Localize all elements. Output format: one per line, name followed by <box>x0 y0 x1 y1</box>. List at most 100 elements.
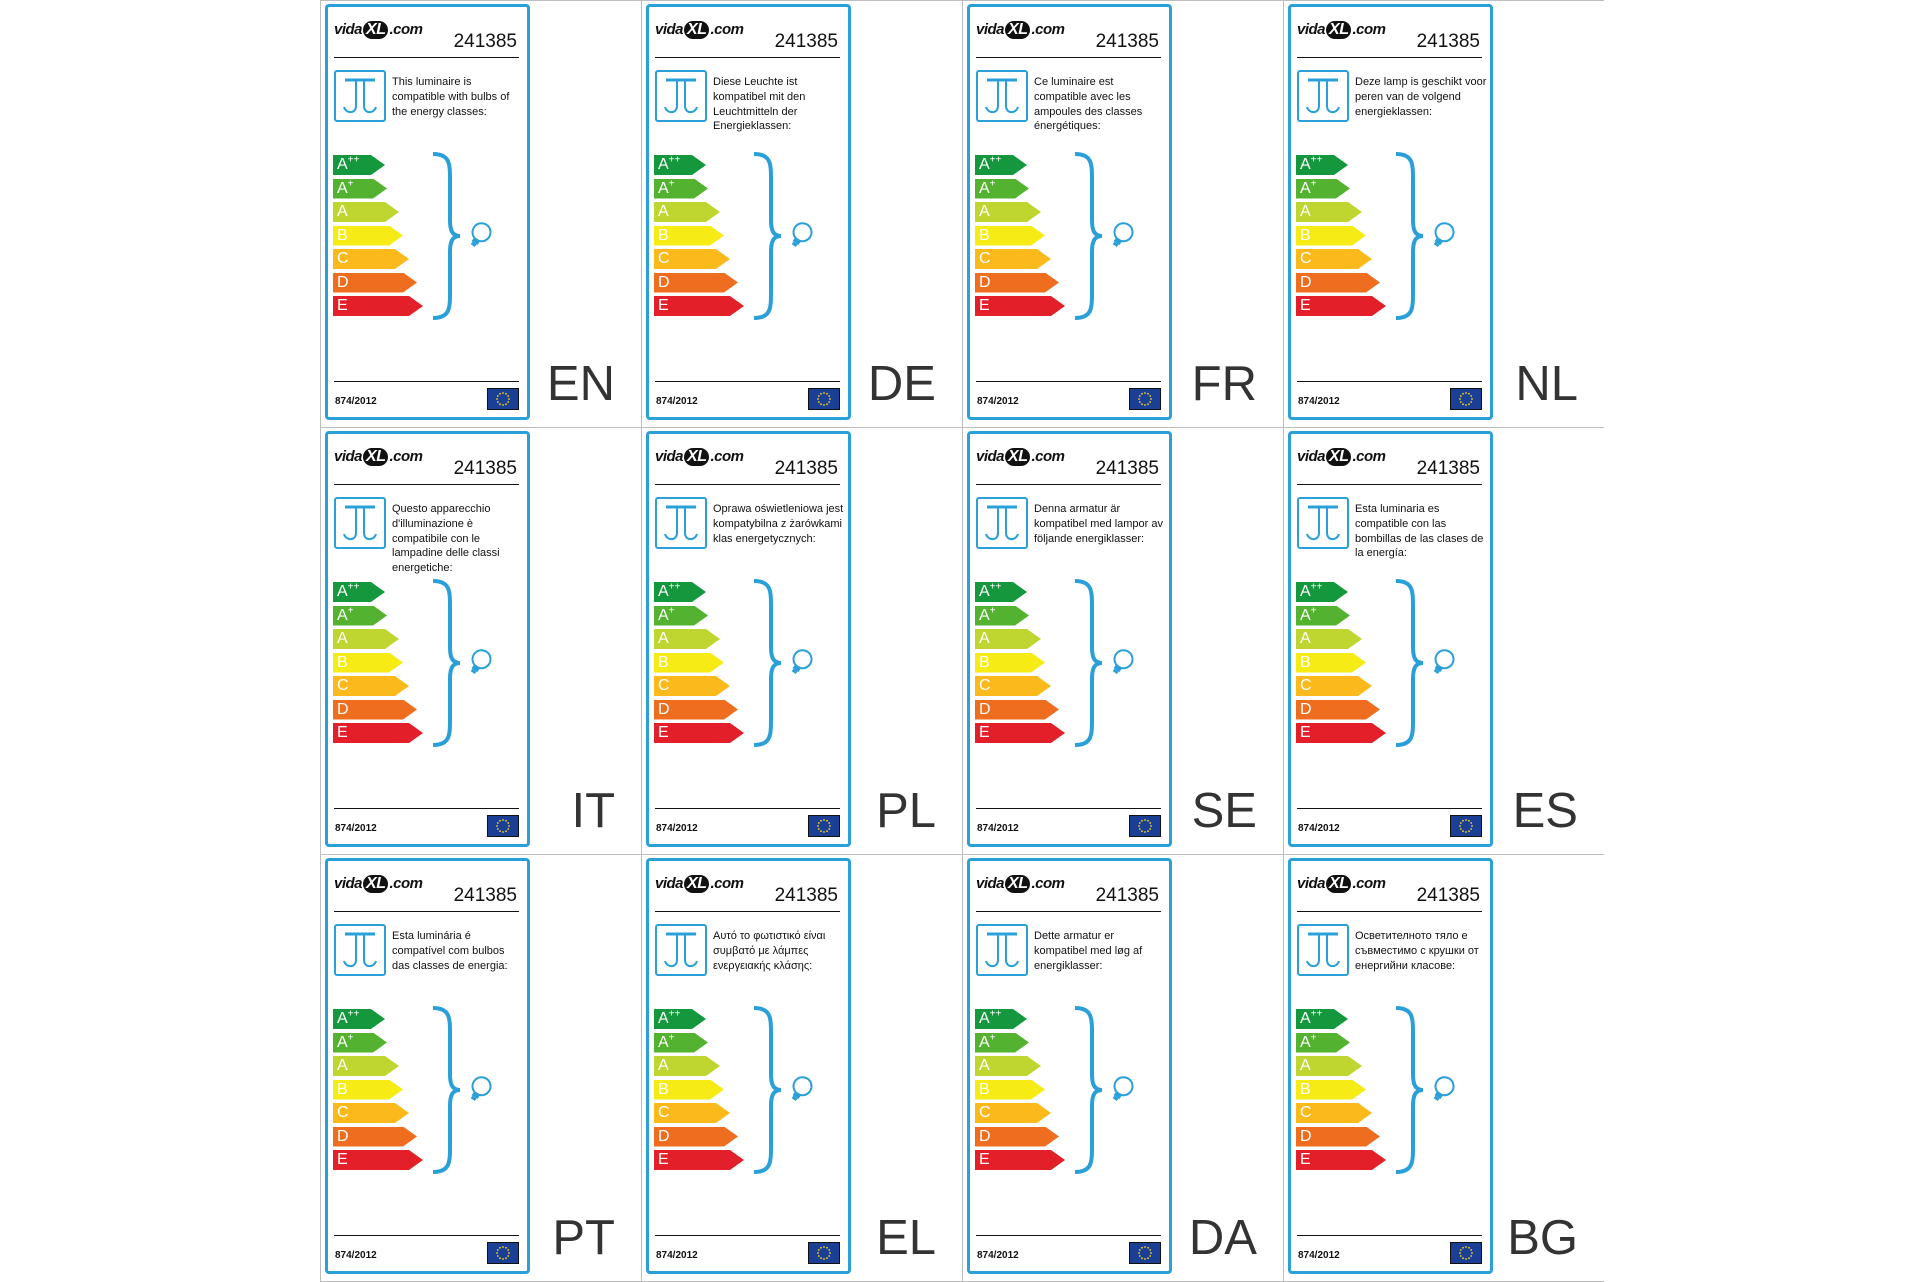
brand-logo: vida XL .com <box>1297 448 1386 466</box>
label-cell-en: vida XL .com 241385 This luminaire is compat… <box>321 1 641 427</box>
compatibility-text: Diese Leuchte ist kompatibel mit den Leu… <box>713 76 806 133</box>
eu-flag-icon <box>1450 1242 1482 1264</box>
energy-class-letter: A <box>658 1010 669 1027</box>
divider <box>655 911 840 912</box>
compatibility-text: Ce luminaire est compatible avec les amp… <box>1034 76 1143 133</box>
divider <box>1297 484 1482 485</box>
energy-class-letter: A <box>979 1057 990 1074</box>
energy-class-sup: ++ <box>347 581 360 593</box>
energy-class-letter: D <box>1300 273 1312 291</box>
energy-label: vida XL .com 241385 Esta luminaria es compat… <box>1288 431 1493 847</box>
regulation-number: 874/2012 <box>977 396 1019 407</box>
energy-class-bar: B <box>975 1079 1045 1100</box>
brand-logo: vida XL .com <box>334 875 423 893</box>
energy-class-letter: A <box>979 1033 990 1051</box>
bulb-icon <box>1425 647 1469 682</box>
energy-class-bar: D <box>333 699 417 720</box>
energy-class-bar: A+ <box>1296 605 1350 626</box>
product-code: 241385 <box>453 458 517 479</box>
energy-class-letter: E <box>1300 297 1311 314</box>
energy-class-letter: C <box>658 677 670 694</box>
bulb-icon <box>783 220 827 255</box>
energy-class-scale: A++ A+ A B C D E <box>975 1009 1065 1174</box>
energy-class-letter: C <box>1300 677 1312 694</box>
divider <box>1297 808 1482 809</box>
energy-class-sup: + <box>1310 178 1317 190</box>
energy-class-scale: A++ A+ A B C D E <box>1296 582 1386 747</box>
energy-class-bar: C <box>333 1103 409 1123</box>
energy-class-letter: A <box>337 1033 348 1051</box>
energy-class-letter: C <box>979 677 991 694</box>
energy-class-letter: E <box>658 1151 669 1168</box>
energy-class-bar: C <box>333 676 409 696</box>
energy-class-letter: E <box>979 724 990 741</box>
product-code: 241385 <box>774 885 838 906</box>
energy-class-bar: C <box>1296 249 1372 269</box>
product-code: 241385 <box>1416 458 1480 479</box>
energy-class-scale: A++ A+ A B C D E <box>333 155 423 320</box>
energy-class-letter: A <box>658 606 669 624</box>
label-cell-de: vida XL .com 241385 Diese Leuchte ist kompat… <box>642 1 962 427</box>
energy-class-bar: E <box>654 296 744 316</box>
compatibility-text: Esta luminaria es compatible con las bom… <box>1355 503 1484 560</box>
energy-class-sup: ++ <box>1310 154 1323 166</box>
regulation-number: 874/2012 <box>656 1250 698 1261</box>
ceiling-lamp-icon <box>1297 497 1349 549</box>
energy-class-sup: + <box>347 1032 354 1044</box>
ceiling-lamp-icon <box>334 497 386 549</box>
regulation-number: 874/2012 <box>335 823 377 834</box>
product-code: 241385 <box>774 31 838 52</box>
compatibility-text: Dette armatur er kompatibel med løg af e… <box>1034 930 1143 972</box>
energy-class-letter: A <box>1300 583 1311 600</box>
energy-class-letter: E <box>337 724 348 741</box>
divider <box>1297 911 1482 912</box>
energy-class-letter: E <box>658 297 669 314</box>
energy-class-letter: D <box>337 1127 349 1145</box>
language-code: FR <box>1191 357 1257 411</box>
divider <box>976 808 1161 809</box>
divider <box>334 484 519 485</box>
label-cell-da: vida XL .com 241385 Dette armatur er kompati… <box>963 855 1283 1281</box>
energy-class-scale: A++ A+ A B C D E <box>654 582 744 747</box>
regulation-number: 874/2012 <box>335 1250 377 1261</box>
bulb-icon <box>1425 1074 1469 1109</box>
energy-class-bar: C <box>975 676 1051 696</box>
energy-label: vida XL .com 241385 Deze lamp is geschikt vo… <box>1288 4 1493 420</box>
energy-class-bar: E <box>1296 723 1386 743</box>
energy-class-letter: E <box>1300 1151 1311 1168</box>
energy-class-letter: A <box>979 583 990 600</box>
energy-class-scale: A++ A+ A B C D E <box>975 582 1065 747</box>
divider <box>1297 1235 1482 1236</box>
divider <box>655 484 840 485</box>
energy-class-letter: A <box>979 630 990 647</box>
ceiling-lamp-icon <box>976 497 1028 549</box>
product-code: 241385 <box>774 458 838 479</box>
energy-class-bar: D <box>654 1126 738 1147</box>
product-code: 241385 <box>1095 885 1159 906</box>
energy-class-sup: + <box>668 1032 675 1044</box>
energy-class-sup: + <box>668 605 675 617</box>
energy-label: vida XL .com 241385 Oprawa oświetleniowa jes… <box>646 431 851 847</box>
compatibility-text: Denna armatur är kompatibel med lampor a… <box>1034 503 1164 545</box>
brand-logo: vida XL .com <box>1297 21 1386 39</box>
energy-class-bar: A <box>975 1056 1041 1076</box>
energy-class-letter: D <box>979 700 991 718</box>
eu-flag-icon <box>1450 815 1482 837</box>
divider <box>655 808 840 809</box>
eu-flag-icon <box>1129 388 1161 410</box>
product-code: 241385 <box>1416 885 1480 906</box>
energy-class-sup: ++ <box>668 1008 681 1020</box>
energy-class-letter: B <box>1300 653 1311 671</box>
energy-class-letter: A <box>1300 156 1311 173</box>
energy-class-letter: B <box>337 653 348 671</box>
energy-class-bar: D <box>333 272 417 293</box>
energy-label: vida XL .com 241385 Αυτό το φωτιστικό είναι … <box>646 858 851 1274</box>
energy-class-bar: A <box>1296 1056 1362 1076</box>
energy-label: vida XL .com 241385 Questo apparecchio d'ill… <box>325 431 530 847</box>
eu-flag-icon <box>487 815 519 837</box>
energy-class-bar: A <box>975 202 1041 222</box>
ceiling-lamp-icon <box>1297 70 1349 122</box>
energy-class-letter: C <box>1300 1104 1312 1121</box>
label-cell-el: vida XL .com 241385 Αυτό το φωτιστικό είναι … <box>642 855 962 1281</box>
language-code: ES <box>1512 784 1578 838</box>
